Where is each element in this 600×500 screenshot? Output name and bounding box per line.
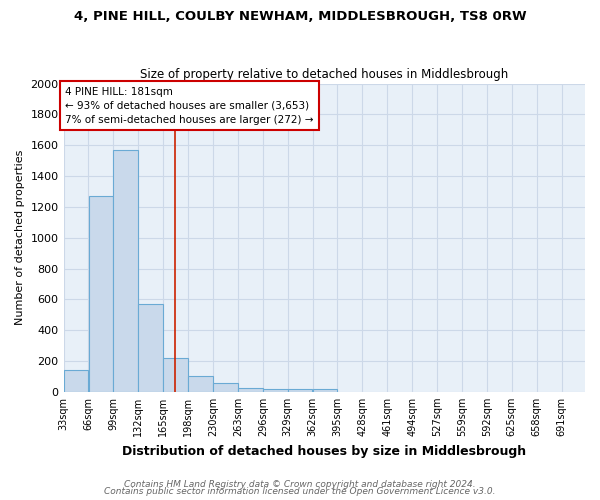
Bar	[238, 388, 263, 392]
Text: 4 PINE HILL: 181sqm
← 93% of detached houses are smaller (3,653)
7% of semi-deta: 4 PINE HILL: 181sqm ← 93% of detached ho…	[65, 86, 314, 124]
X-axis label: Distribution of detached houses by size in Middlesbrough: Distribution of detached houses by size …	[122, 444, 526, 458]
Bar	[64, 370, 88, 392]
Bar	[288, 390, 313, 392]
Bar	[263, 388, 287, 392]
Bar	[188, 376, 213, 392]
Text: Contains public sector information licensed under the Open Government Licence v3: Contains public sector information licen…	[104, 488, 496, 496]
Bar	[313, 390, 337, 392]
Bar	[213, 384, 238, 392]
Text: Contains HM Land Registry data © Crown copyright and database right 2024.: Contains HM Land Registry data © Crown c…	[124, 480, 476, 489]
Bar	[163, 358, 188, 392]
Bar	[139, 304, 163, 392]
Y-axis label: Number of detached properties: Number of detached properties	[15, 150, 25, 326]
Text: 4, PINE HILL, COULBY NEWHAM, MIDDLESBROUGH, TS8 0RW: 4, PINE HILL, COULBY NEWHAM, MIDDLESBROU…	[74, 10, 526, 23]
Bar	[89, 196, 113, 392]
Title: Size of property relative to detached houses in Middlesbrough: Size of property relative to detached ho…	[140, 68, 508, 81]
Bar	[113, 150, 138, 392]
